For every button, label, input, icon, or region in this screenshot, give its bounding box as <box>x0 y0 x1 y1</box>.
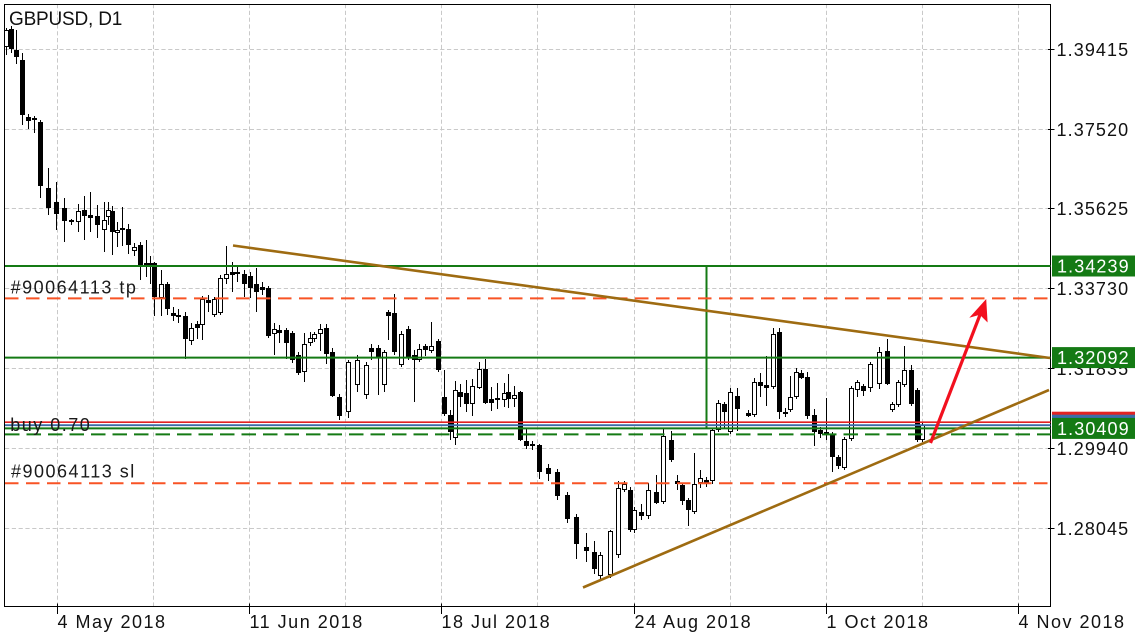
svg-text:1.33730: 1.33730 <box>1057 279 1130 299</box>
svg-text:1 Oct 2018: 1 Oct 2018 <box>827 612 930 632</box>
svg-text:#90064113 sl: #90064113 sl <box>11 462 136 482</box>
svg-text:1.29940: 1.29940 <box>1057 439 1130 459</box>
svg-text:24 Aug 2018: 24 Aug 2018 <box>635 612 753 632</box>
svg-text:1.34239: 1.34239 <box>1057 256 1130 276</box>
svg-text:4 May 2018: 4 May 2018 <box>58 612 167 632</box>
svg-text:1.28045: 1.28045 <box>1057 519 1130 539</box>
svg-text:1.37520: 1.37520 <box>1057 120 1130 140</box>
svg-text:#90064113 tp: #90064113 tp <box>11 278 138 298</box>
svg-text:11 Jun 2018: 11 Jun 2018 <box>250 612 364 632</box>
svg-text:1.30409: 1.30409 <box>1057 419 1130 439</box>
svg-text:GBPUSD, D1: GBPUSD, D1 <box>9 9 122 30</box>
svg-text:1.32092: 1.32092 <box>1057 348 1130 368</box>
svg-text:1.39415: 1.39415 <box>1057 40 1130 60</box>
svg-text:1.35625: 1.35625 <box>1057 199 1130 219</box>
svg-text:buy 0.70: buy 0.70 <box>10 415 91 435</box>
svg-text:4 Nov 2018: 4 Nov 2018 <box>1019 612 1126 632</box>
svg-text:18 Jul 2018: 18 Jul 2018 <box>442 612 552 632</box>
